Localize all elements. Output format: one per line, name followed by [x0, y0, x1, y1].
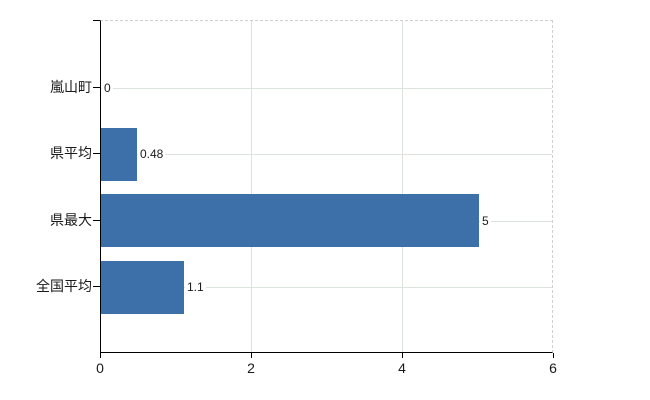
- category-label: 全国平均: [36, 278, 92, 294]
- y-axis-tick: [93, 286, 100, 287]
- x-axis-tick-label: 4: [398, 360, 406, 376]
- horizontal-gridline: [101, 287, 552, 288]
- category-label: 県最大: [50, 212, 92, 228]
- y-axis-tick: [93, 220, 100, 221]
- x-axis-tick: [553, 353, 554, 358]
- y-axis-tick: [93, 87, 100, 88]
- x-axis-tick-label: 6: [549, 360, 557, 376]
- horizontal-gridline: [101, 154, 552, 155]
- bar: [101, 261, 184, 314]
- bar: [101, 194, 479, 247]
- y-axis-tick: [93, 153, 100, 154]
- x-axis-tick-label: 2: [247, 360, 255, 376]
- category-label: 県平均: [50, 145, 92, 161]
- bar-value-label: 1.1: [185, 280, 206, 294]
- y-axis-top-tick: [93, 20, 100, 21]
- vertical-gridline: [251, 21, 252, 352]
- plot-area: 0 0.48 5 1.1: [100, 20, 553, 353]
- bar: [101, 128, 137, 181]
- x-axis-tick: [251, 353, 252, 358]
- x-axis-tick: [100, 353, 101, 358]
- x-axis-tick-label: 0: [96, 360, 104, 376]
- category-label: 嵐山町: [50, 79, 92, 95]
- bar-value-label: 0: [102, 81, 113, 95]
- bar-value-label: 5: [480, 214, 491, 228]
- vertical-gridline: [402, 21, 403, 352]
- bar-value-label: 0.48: [138, 147, 166, 161]
- horizontal-gridline: [101, 88, 552, 89]
- x-axis-tick: [402, 353, 403, 358]
